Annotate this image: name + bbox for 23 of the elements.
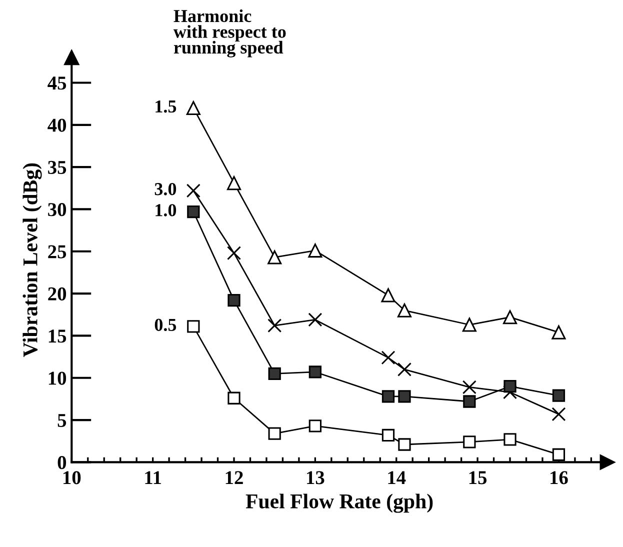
x-tick-label: 13 [307,471,324,484]
y-tick-label: 35 [48,160,66,174]
x-tick-label: 11 [145,471,162,484]
x-tick-label: 14 [388,471,406,484]
x-axis-title: Fuel Flow Rate (gph) [246,494,433,513]
x-tick-label: 15 [469,471,487,484]
y-tick-label: 15 [48,330,66,343]
y-tick-label: 0 [58,456,66,470]
y-tick-label: 25 [48,245,66,258]
y-tick-label: 20 [48,287,66,300]
series-label: 1.0 [156,204,176,216]
y-axis-title: Vibration Level (dBg) [22,163,42,357]
x-tick-label: 16 [550,471,568,484]
series-label: 1.5 [156,100,176,113]
series-label: 3.0 [154,183,176,196]
y-tick-label: 45 [48,76,66,90]
y-tick-label: 5 [58,414,66,427]
y-tick-label: 30 [48,203,66,216]
series-label: 0.5 [154,318,176,332]
x-tick-label: 12 [226,471,243,484]
legend-title: Harmonic with respect to running speed [173,9,286,58]
y-tick-label: 10 [48,372,66,385]
y-tick-label: 40 [48,118,66,132]
